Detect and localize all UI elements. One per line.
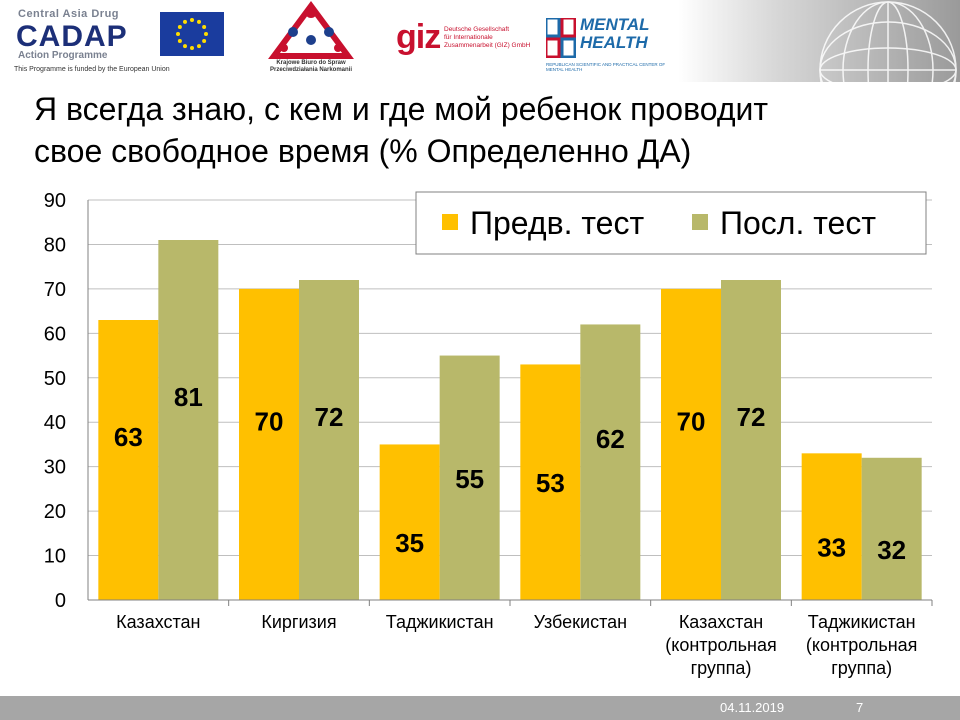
chart-title-line2: свое свободное время (% Определенно ДА) xyxy=(34,133,692,169)
kbpn-caption: Krajowe Biuro do Spraw Przeciwdziałania … xyxy=(262,60,360,74)
kbpn-figures-icon xyxy=(268,0,354,59)
rspc-line2: HEALTH xyxy=(580,33,648,52)
eu-star-icon xyxy=(197,19,201,24)
y-tick-label: 60 xyxy=(44,323,66,345)
data-label: 62 xyxy=(596,424,625,454)
bar-pre-test xyxy=(520,364,581,600)
data-label: 81 xyxy=(174,382,203,412)
y-tick-label: 0 xyxy=(55,590,66,612)
x-tick-label: (контрольная xyxy=(665,635,776,655)
chart-title: Я всегда знаю, с кем и где мой ребенок п… xyxy=(34,88,934,172)
x-tick-label: группа) xyxy=(691,658,752,678)
giz-line3: Zusammenarbeit (GIZ) GmbH xyxy=(444,42,531,49)
globe-icon xyxy=(819,1,957,139)
eu-star-icon xyxy=(190,46,194,50)
rspc-caption: MENTAL HEALTH xyxy=(580,16,650,52)
y-tick-label: 80 xyxy=(44,234,66,256)
cadap-logo: Central Asia Drug CADAP Action Programme… xyxy=(8,0,230,80)
x-tick-label: Казахстан xyxy=(679,612,763,632)
data-label: 72 xyxy=(737,402,766,432)
footer-date: 04.11.2019 xyxy=(720,700,785,715)
x-tick-label: Таджикистан xyxy=(386,612,494,632)
giz-logo: giz Deutsche Gesellschaft für Internatio… xyxy=(392,0,540,80)
eu-flag-icon xyxy=(160,12,224,56)
eu-star-icon xyxy=(197,44,201,49)
data-label: 55 xyxy=(455,464,484,494)
giz-mark: giz xyxy=(396,18,441,56)
bar-pre-test xyxy=(661,288,721,600)
rspc-sub: REPUBLICAN SCIENTIFIC AND PRACTICAL CENT… xyxy=(546,62,666,72)
cadap-funded: This Programme is funded by the European… xyxy=(14,66,170,73)
legend-label: Посл. тест xyxy=(720,205,876,241)
data-label: 53 xyxy=(536,468,565,498)
y-tick-label: 30 xyxy=(44,457,66,479)
data-label: 70 xyxy=(677,406,706,436)
y-tick-label: 40 xyxy=(44,412,66,434)
globe-graphic xyxy=(678,0,960,139)
chart-title-line1: Я всегда знаю, с кем и где мой ребенок п… xyxy=(34,91,769,127)
y-tick-label: 20 xyxy=(44,501,66,523)
giz-line1: Deutsche Gesellschaft xyxy=(444,26,510,33)
rspc-line1: MENTAL xyxy=(580,15,650,34)
eu-star-icon xyxy=(202,39,207,43)
x-tick-label: Таджикистан xyxy=(808,612,916,632)
x-tick-label: Узбекистан xyxy=(534,612,628,632)
bar-post-test xyxy=(861,457,922,600)
data-label: 72 xyxy=(315,402,344,432)
y-tick-label: 10 xyxy=(44,546,66,568)
legend-label: Предв. тест xyxy=(470,205,644,241)
data-label: 33 xyxy=(817,533,846,563)
x-tick-label: группа) xyxy=(831,658,892,678)
kbpn-line2: Przeciwdziałania Narkomanii xyxy=(269,67,353,73)
data-label: 70 xyxy=(255,406,284,436)
data-label: 63 xyxy=(114,422,143,452)
cadap-line1: Central Asia Drug xyxy=(18,8,120,20)
logo-bar: Central Asia Drug CADAP Action Programme… xyxy=(0,0,960,139)
eu-star-icon xyxy=(183,19,187,24)
data-label: 32 xyxy=(877,535,906,565)
data-label: 35 xyxy=(395,528,424,558)
bar-post-test xyxy=(439,355,500,600)
y-tick-label: 70 xyxy=(44,279,66,301)
cadap-name: CADAP xyxy=(16,20,128,53)
eu-star-icon xyxy=(190,18,194,22)
cadap-line2: Action Programme xyxy=(18,50,108,61)
bar-post-test xyxy=(721,280,781,600)
y-tick-label: 50 xyxy=(44,368,66,390)
x-tick-label: Казахстан xyxy=(116,612,200,632)
legend-swatch xyxy=(442,214,458,230)
legend-swatch xyxy=(692,214,708,230)
y-tick-label: 90 xyxy=(44,190,66,212)
page-number: 7 xyxy=(856,700,864,715)
rspc-logo: MENTAL HEALTH REPUBLICAN SCIENTIFIC AND … xyxy=(544,0,678,80)
eu-star-icon xyxy=(202,25,207,29)
x-tick-label: Киргизия xyxy=(261,612,336,632)
x-tick-label: (контрольная xyxy=(806,635,917,655)
footer-bar xyxy=(0,696,960,720)
bar-pre-test xyxy=(801,453,862,600)
eu-star-icon xyxy=(176,32,180,36)
bar-post-test xyxy=(158,240,219,600)
eu-star-icon xyxy=(177,39,182,43)
eu-star-icon xyxy=(183,44,187,49)
rspc-letters-icon xyxy=(546,18,576,58)
bar-post-test xyxy=(299,280,359,600)
legend-box xyxy=(415,191,927,255)
bar-pre-test xyxy=(98,320,159,600)
bar-pre-test xyxy=(379,444,440,600)
giz-caption: Deutsche Gesellschaft für Internationale… xyxy=(444,26,530,50)
eu-star-icon xyxy=(204,32,208,36)
bar-chart: 63 81 70 72 35 55 53 62 70 72 33 32 0 10 20 30 40 50 60 70… xyxy=(44,190,933,678)
kbpn-logo: Krajowe Biuro do Spraw Przeciwdziałania … xyxy=(262,0,360,80)
bar-pre-test xyxy=(239,288,299,600)
bar-post-test xyxy=(580,324,641,600)
eu-star-icon xyxy=(177,25,182,29)
giz-line2: für Internationale xyxy=(444,34,493,41)
kbpn-line1: Krajowe Biuro do Spraw xyxy=(276,60,346,66)
